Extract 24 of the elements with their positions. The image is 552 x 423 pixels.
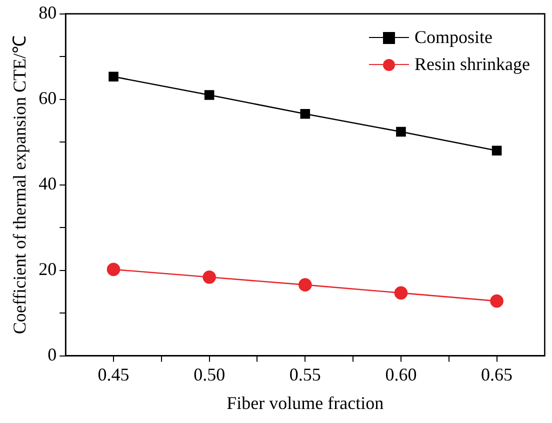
legend-label: Composite bbox=[414, 27, 493, 48]
x-tick-label: 0.50 bbox=[194, 364, 226, 384]
x-tick-label: 0.45 bbox=[98, 364, 130, 384]
y-tick-label: 80 bbox=[38, 2, 57, 23]
point bbox=[106, 262, 120, 276]
y-tick-label: 0 bbox=[48, 344, 57, 365]
point bbox=[300, 108, 310, 119]
point bbox=[202, 270, 216, 284]
x-tick-label: 0.60 bbox=[385, 364, 417, 384]
point bbox=[492, 146, 502, 156]
x-tick-label: 0.65 bbox=[481, 364, 513, 384]
point bbox=[298, 278, 312, 292]
y-tick-label: 20 bbox=[38, 259, 57, 280]
x-axis-title: Fiber volume fraction bbox=[226, 392, 384, 413]
y-tick-label: 40 bbox=[38, 174, 57, 194]
point bbox=[394, 286, 408, 300]
point bbox=[204, 90, 214, 100]
point bbox=[108, 72, 118, 82]
point bbox=[490, 294, 504, 308]
x-tick-label: 0.55 bbox=[289, 364, 321, 384]
legend-label: Resin shrinkage bbox=[414, 54, 530, 75]
point bbox=[396, 126, 406, 137]
y-tick-label: 60 bbox=[38, 88, 57, 108]
y-axis-title: Coefficient of thermal expansion CTE/℃ bbox=[10, 36, 30, 334]
